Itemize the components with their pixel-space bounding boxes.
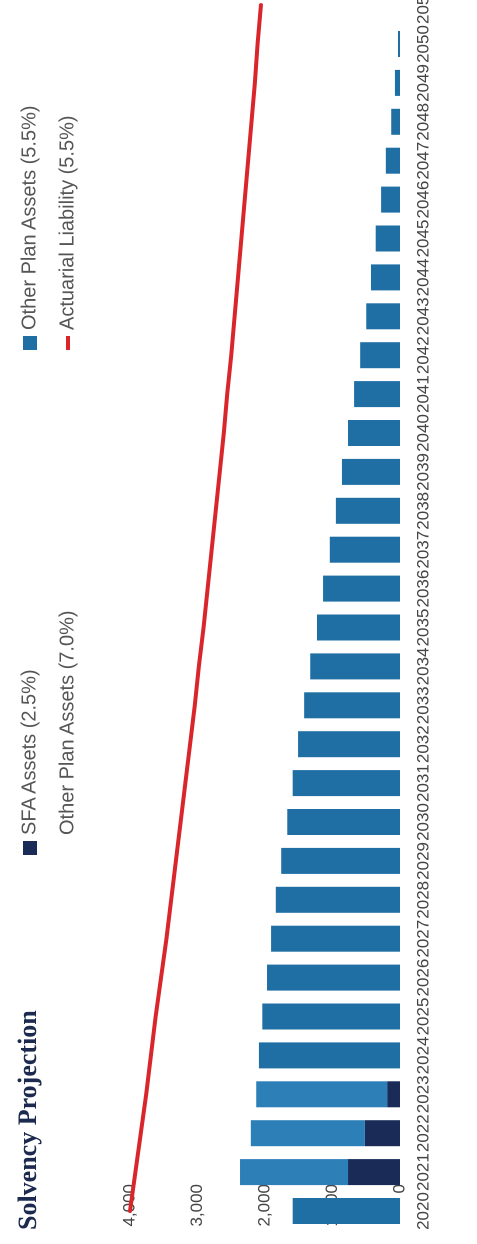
- bar: [381, 186, 401, 213]
- bar: [375, 225, 401, 252]
- x-tick-label: 2034: [413, 647, 432, 685]
- bar: [304, 692, 400, 719]
- bar: [348, 1159, 400, 1186]
- x-tick-label: 2032: [413, 725, 432, 763]
- x-tick-label: 2029: [413, 842, 432, 880]
- bar: [323, 575, 400, 602]
- bar: [394, 69, 400, 96]
- x-tick-label: 2040: [413, 414, 432, 452]
- bar: [240, 1159, 349, 1186]
- x-tick-label: 2048: [413, 103, 432, 141]
- legend-label: Other Plan Assets (5.5%): [18, 105, 40, 330]
- legend-swatch: [23, 336, 37, 350]
- chart-title: Solvency Projection: [13, 1010, 42, 1230]
- bar: [310, 653, 401, 680]
- bar: [262, 1003, 400, 1030]
- bar: [256, 1081, 388, 1108]
- bar: [329, 536, 400, 563]
- x-tick-label: 2025: [413, 998, 432, 1036]
- x-tick-label: 2042: [413, 336, 432, 374]
- x-tick-label: 2050: [413, 25, 432, 63]
- bar: [287, 809, 400, 835]
- legend-label: Other Plan Assets (7.0%): [56, 610, 78, 835]
- bar: [275, 886, 400, 913]
- x-tick-label: 2044: [413, 258, 432, 296]
- bar: [292, 770, 400, 797]
- bar: [385, 147, 401, 174]
- x-tick-label: 2051: [413, 0, 432, 24]
- bar: [267, 964, 400, 991]
- bar: [391, 108, 401, 135]
- x-tick-label: 2045: [413, 220, 432, 258]
- x-tick-label: 2021: [413, 1153, 432, 1191]
- x-tick-label: 2047: [413, 142, 432, 180]
- x-tick-label: 2041: [413, 375, 432, 413]
- bar: [292, 1198, 400, 1224]
- bar: [335, 497, 400, 524]
- legend-label: SFA Assets (2.5%): [18, 669, 40, 835]
- y-tick-label: 2,000: [254, 1184, 273, 1227]
- x-tick-label: 2043: [413, 297, 432, 335]
- bar: [258, 1042, 400, 1069]
- x-tick-label: 2035: [413, 609, 432, 647]
- x-tick-label: 2046: [413, 181, 432, 219]
- bar: [298, 731, 401, 758]
- bar: [360, 342, 400, 369]
- x-tick-label: 2030: [413, 803, 432, 841]
- bar: [348, 420, 400, 446]
- x-tick-label: 2037: [413, 531, 432, 569]
- legend-swatch: [23, 841, 37, 855]
- bar: [387, 1081, 400, 1108]
- y-tick-label: 0: [389, 1184, 408, 1193]
- legend-label: Actuarial Liability (5.5%): [56, 115, 78, 330]
- bar: [370, 264, 401, 291]
- bar: [281, 847, 401, 874]
- y-tick-label: 3,000: [187, 1184, 206, 1227]
- bar: [364, 1120, 400, 1147]
- x-tick-label: 2026: [413, 959, 432, 997]
- chart-body: Solvency Projection 01,0002,0003,0004,00…: [13, 0, 433, 1230]
- x-tick-label: 2028: [413, 881, 432, 919]
- line: [128, 3, 263, 1213]
- bar: [271, 925, 401, 952]
- bar: [341, 458, 401, 485]
- x-tick-label: 2027: [413, 920, 432, 958]
- bar: [250, 1120, 365, 1147]
- x-tick-label: 2023: [413, 1075, 432, 1113]
- x-tick-label: 2038: [413, 492, 432, 530]
- bar: [354, 381, 401, 408]
- x-tick-label: 2024: [413, 1036, 432, 1074]
- x-tick-label: 2031: [413, 764, 432, 802]
- bar: [316, 614, 401, 641]
- x-tick-label: 2020: [413, 1192, 432, 1230]
- bar: [397, 31, 401, 57]
- x-tick-label: 2022: [413, 1114, 432, 1152]
- x-tick-label: 2036: [413, 570, 432, 608]
- x-tick-label: 2033: [413, 686, 432, 724]
- x-tick-label: 2039: [413, 453, 432, 491]
- x-tick-label: 2049: [413, 64, 432, 102]
- bar: [366, 303, 400, 330]
